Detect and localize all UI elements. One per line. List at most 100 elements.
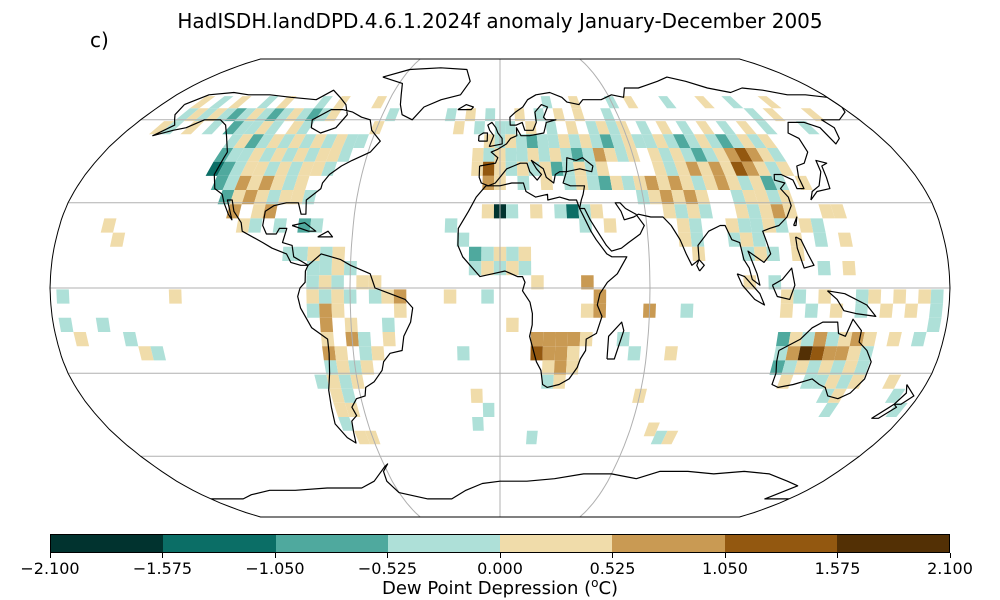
colorbar-segment: [51, 535, 164, 552]
colorbar-tick-label: 2.100: [927, 559, 973, 578]
anomaly-cell: [368, 289, 382, 304]
coastline: [478, 132, 489, 142]
anomaly-cell: [855, 289, 869, 304]
anomaly-cell: [526, 430, 538, 445]
anomaly-cell: [228, 161, 248, 176]
anomaly-cell: [468, 261, 482, 276]
coastline: [152, 89, 381, 266]
anomaly-cell: [930, 289, 944, 304]
anomaly-cell: [674, 161, 691, 176]
anomaly-cell: [309, 134, 328, 148]
anomaly-cell: [483, 148, 495, 162]
anomaly-cell: [773, 218, 789, 233]
anomaly-cell: [244, 134, 265, 148]
coastline: [771, 318, 872, 400]
anomaly-cell: [338, 417, 355, 431]
anomaly-cell: [581, 148, 596, 162]
anomaly-cell: [584, 161, 599, 176]
anomaly-cell: [295, 121, 315, 135]
anomaly-cell: [561, 161, 576, 176]
anomaly-cell: [829, 360, 847, 375]
anomaly-cell: [309, 218, 324, 233]
anomaly-cell: [918, 289, 932, 304]
anomaly-cell: [679, 175, 695, 190]
anomaly-cell: [893, 289, 907, 304]
anomaly-cell: [297, 161, 315, 176]
colorbar-tick-label: −1.575: [132, 559, 193, 578]
anomaly-cell: [470, 388, 483, 403]
anomaly-cell: [734, 148, 753, 162]
anomaly-cell: [766, 148, 787, 162]
anomaly-cell: [518, 261, 532, 276]
colorbar-segment: [836, 535, 949, 552]
anomaly-cell: [868, 289, 882, 304]
anomaly-cell: [224, 108, 248, 122]
anomaly-cell: [228, 96, 252, 109]
anomaly-cell: [776, 332, 791, 347]
colorbar-segment: [500, 535, 613, 552]
anomaly-cell: [655, 121, 673, 135]
colorbar-tick-mark: [612, 553, 613, 558]
anomaly-cell: [222, 134, 244, 148]
anomaly-cell: [680, 303, 694, 318]
anomaly-cell: [823, 374, 842, 389]
coastline: [291, 222, 317, 232]
anomaly-cell: [319, 261, 332, 276]
anomaly-cell: [846, 374, 866, 389]
anomaly-cell: [926, 317, 942, 332]
anomaly-cell: [222, 175, 241, 190]
anomaly-cell: [557, 134, 571, 148]
anomaly-cell: [761, 218, 777, 233]
anomaly-cell: [354, 430, 371, 445]
anomaly-cell: [204, 108, 228, 122]
anomaly-cell: [506, 317, 519, 332]
anomaly-cell: [505, 121, 516, 135]
anomaly-cell: [599, 134, 615, 148]
anomaly-cell: [319, 317, 334, 332]
colorbar-tick-label: 0.000: [477, 559, 523, 578]
anomaly-cell: [809, 346, 825, 361]
colorbar-tick-mark: [162, 553, 163, 558]
colorbar-tick-mark: [49, 553, 51, 558]
anomaly-cell: [770, 204, 787, 219]
anomaly-cell: [194, 108, 219, 122]
anomaly-cell: [834, 346, 850, 361]
anomaly-cell: [313, 96, 333, 109]
anomaly-cell: [746, 204, 762, 219]
anomaly-cell: [765, 190, 783, 205]
anomaly-cell: [725, 218, 740, 233]
anomaly-cell: [879, 303, 894, 318]
anomaly-cell: [256, 96, 279, 109]
colorbar-segment: [724, 535, 837, 552]
anomaly-cell: [815, 388, 836, 403]
anomaly-cell: [393, 289, 407, 304]
anomaly-cell: [253, 121, 275, 135]
coastline: [696, 259, 705, 272]
anomaly-cell: [208, 96, 234, 109]
anomaly-cell: [753, 190, 771, 205]
anomaly-cell: [473, 121, 485, 135]
anomaly-cell: [818, 204, 835, 219]
anomaly-cell: [531, 275, 544, 290]
anomaly-cell: [579, 218, 593, 233]
anomaly-cell: [658, 96, 677, 109]
anomaly-cell: [329, 388, 345, 403]
anomaly-cell: [565, 121, 579, 135]
anomaly-cell: [353, 134, 369, 148]
anomaly-cell: [755, 121, 778, 135]
anomaly-cell: [241, 190, 258, 205]
anomaly-cell: [381, 289, 394, 304]
anomaly-cell: [775, 161, 795, 176]
anomaly-cell: [481, 246, 494, 261]
anomaly-cell: [910, 332, 927, 347]
anomaly-cell: [189, 96, 216, 109]
anomaly-cell: [318, 289, 332, 304]
anomaly-cell: [688, 218, 703, 233]
anomaly-cell: [567, 96, 582, 109]
anomaly-cell: [303, 148, 321, 162]
anomaly-cell: [737, 218, 752, 233]
anomaly-cell: [289, 190, 306, 205]
colorbar-tick-mark: [724, 553, 726, 558]
anomaly-cell: [314, 148, 332, 162]
graticule-layer: [50, 59, 950, 517]
